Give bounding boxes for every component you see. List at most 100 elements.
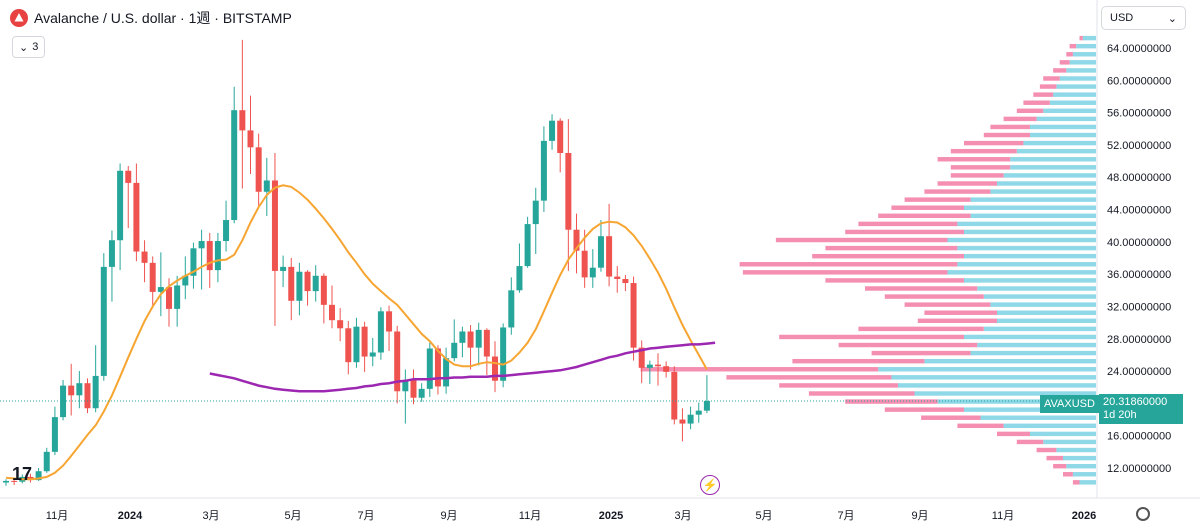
candle [614,266,621,293]
candle-body [508,290,515,328]
candle-body [337,320,344,329]
candle [646,360,653,384]
candle [68,363,75,416]
symbol-title[interactable]: Avalanche / U.S. dollar · 1週 · BITSTAMP [34,10,292,26]
candle [434,345,441,395]
gear-icon[interactable] [1136,507,1150,521]
candle-body [223,220,230,242]
volume-profile-up-bar [964,205,1096,210]
volume-profile-down-bar [1053,463,1067,469]
candle-body [475,329,482,348]
x-tick-label: 11月 [992,510,1014,522]
volume-profile-down-bar [884,294,984,299]
candle [43,447,50,473]
candle-body [679,419,686,424]
time-axis[interactable]: 11月 2024 3月 5月 7月 9月 11月 2025 3月 5月 7月 9月 11月 2026 [46,510,1096,522]
candle-body [434,348,441,387]
candle-body [687,414,694,424]
candle-body [402,379,409,392]
y-tick-label: 48.00000000 [1107,172,1171,184]
currency-select[interactable]: USD ⌄ [1101,6,1186,30]
volume-profile-up-bar [1023,140,1096,146]
candle-body [353,326,360,363]
candle-body [557,120,564,153]
volume-profile-down-bar [1063,472,1073,477]
candle [84,378,91,414]
x-tick-label: 9月 [440,510,457,522]
candle [117,163,124,271]
candle [304,270,311,306]
candle [60,379,67,421]
candle-body [280,266,287,271]
volume-profile-up-bar [914,391,1096,396]
candle-body [565,153,572,230]
volume-profile-down-bar [1023,100,1050,105]
candle [695,402,702,423]
candle-body [214,241,221,271]
volume-profile-up-bar [1030,431,1096,437]
volume-profile-down-bar [950,165,1011,170]
volume-profile-up-bar [977,342,1096,348]
indicator-toggle-button[interactable]: ⌄ 3 [12,36,46,58]
candle [565,119,572,271]
candle-body [377,311,384,353]
volume-profile-down-bar [1069,43,1077,49]
x-tick-label: 7月 [357,510,374,522]
candle-body [271,180,278,271]
candle-body [622,279,629,284]
candle-body [296,271,303,301]
volume-profile-down-bar [937,157,1011,162]
x-tick-label: 9月 [911,510,928,522]
volume-profile-down-bar [871,350,971,356]
volume-profile-down-bar [924,310,997,315]
candle-body [43,451,50,472]
candle-body [540,140,547,201]
volume-profile-down-bar [1003,116,1037,122]
volume-profile-down-bar [775,237,948,243]
volume-profile-down-bar [812,253,964,259]
candle [214,232,221,283]
candle [459,326,466,358]
candle-body [133,182,140,252]
volume-profile-down-bar [964,140,1024,146]
volume-profile-up-bar [1066,68,1096,73]
volume-profile-down-bar [990,124,1030,130]
candle [597,220,604,272]
x-tick-label: 5月 [284,510,301,522]
lightning-icon[interactable]: ⚡ [700,475,720,495]
x-tick-label: 7月 [837,510,854,522]
volume-profile-down-bar [779,334,964,340]
volume-profile-down-bar [950,148,1017,154]
candle [524,216,531,268]
candle-body [239,110,246,131]
volume-profile-down-bar [1039,84,1057,89]
tradingview-logo-icon[interactable]: 17 [12,464,33,484]
volume-profile-up-bar [964,334,1096,340]
volume-profile-down-bar [957,423,1004,429]
volume-profile-down-bar [726,375,892,380]
candle-body [149,262,156,292]
candle-body [157,287,164,292]
volume-profile-down-bar [1016,108,1044,114]
candle [247,95,254,174]
volume-profile-up-bar [1010,157,1096,162]
volume-profile-down-bar [917,318,997,324]
candle [508,277,515,335]
candle-body [467,331,474,348]
candle [606,203,613,287]
x-tick-label: 2024 [118,510,143,522]
volume-profile-up-bar [990,302,1096,307]
symbol-tag: AVAXUSD [1040,395,1099,413]
candle [402,369,409,424]
candle [573,213,580,274]
volume-profile-down-bar [1036,447,1057,453]
candle-body [418,388,425,398]
price-axis[interactable]: 64.00000000 60.00000000 56.00000000 52.0000… [1107,43,1171,475]
candle [133,163,140,262]
candle [418,383,425,402]
candle-body [614,276,621,279]
volume-profile-down-bar [1066,52,1073,57]
candle-body [125,170,132,183]
volume-profile-up-bar [1030,132,1096,138]
